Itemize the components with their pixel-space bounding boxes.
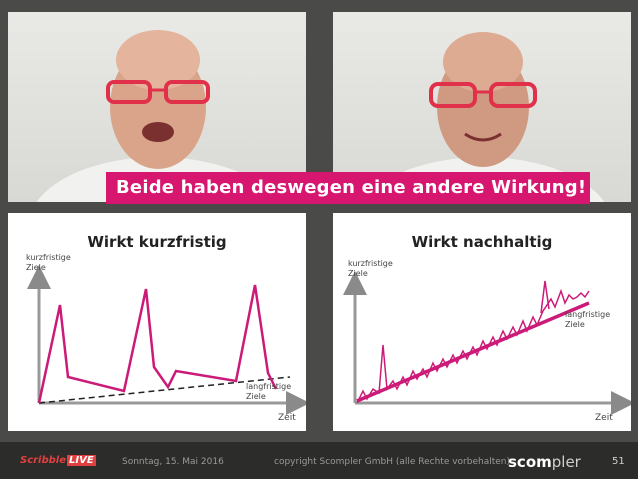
y-axis-label-line1: kurzfristige (348, 259, 393, 268)
scompler-logo-part2: pler (551, 453, 581, 471)
footer-copyright: copyright Scompler GmbH (alle Rechte vor… (274, 457, 511, 467)
y-axis-label-line2: Ziele (348, 269, 368, 278)
chart-sustainable-graphic (343, 271, 631, 415)
chart-sustainable: Wirkt nachhaltig kurzfristige Ziele lang… (333, 213, 631, 431)
long-term-label-line2: Ziele (246, 392, 266, 401)
scompler-logo: scompler (508, 453, 581, 471)
page-number: 51 (612, 456, 625, 467)
long-term-label-line1: langfristige (246, 382, 292, 391)
footer-date: Sonntag, 15. Mai 2016 (122, 457, 224, 467)
scribblelive-logo-text: Scribble (20, 455, 67, 466)
x-axis-label: Zeit (595, 413, 613, 423)
chart-title: Wirkt kurzfristig (87, 233, 227, 251)
footer-bar: Scribble LIVE Sonntag, 15. Mai 2016 copyr… (0, 442, 638, 479)
scribblelive-logo-badge: LIVE (67, 455, 96, 466)
y-axis-label: kurzfristige Ziele (348, 259, 393, 279)
headline-banner: Beide haben deswegen eine andere Wirkung… (106, 172, 590, 204)
long-term-trend-line (356, 301, 590, 403)
spike (540, 280, 550, 314)
short-term-line (356, 288, 590, 404)
chart-title: Wirkt nachhaltig (411, 233, 553, 251)
long-term-trend-line (38, 376, 291, 404)
x-axis-label: Zeit (278, 413, 296, 423)
chart-short-term: Wirkt kurzfristig kurzfristige Ziele lan… (8, 213, 306, 431)
y-axis-label-line2: Ziele (26, 263, 46, 272)
scribblelive-logo: Scribble LIVE (20, 455, 96, 466)
long-term-label-line1: langfristige (565, 310, 611, 319)
y-axis-label: kurzfristige Ziele (26, 253, 71, 273)
short-term-line (37, 284, 278, 404)
long-term-label-line2: Ziele (565, 320, 585, 329)
long-term-label: langfristige Ziele (246, 382, 291, 402)
y-axis-label-line1: kurzfristige (26, 253, 71, 262)
long-term-label: langfristige Ziele (565, 310, 610, 330)
chart-short-term-graphic (27, 265, 306, 415)
scompler-logo-part1: scom (508, 453, 552, 471)
